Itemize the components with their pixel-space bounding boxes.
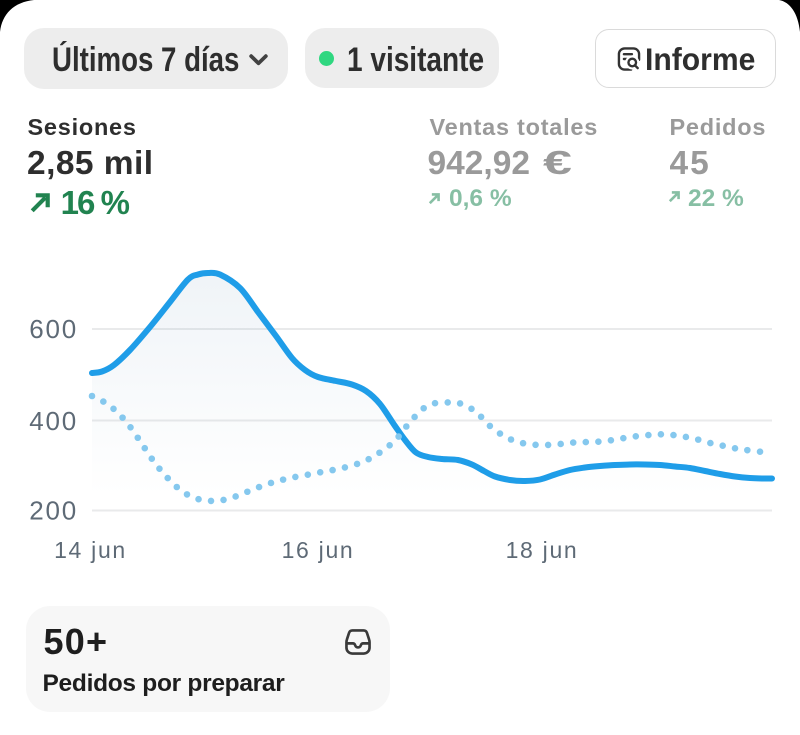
svg-text:14 jun: 14 jun: [54, 537, 127, 563]
svg-text:16 jun: 16 jun: [282, 537, 355, 563]
svg-text:600: 600: [29, 314, 78, 344]
svg-text:18 jun: 18 jun: [506, 537, 579, 563]
svg-text:400: 400: [29, 406, 78, 436]
svg-text:200: 200: [29, 496, 78, 526]
